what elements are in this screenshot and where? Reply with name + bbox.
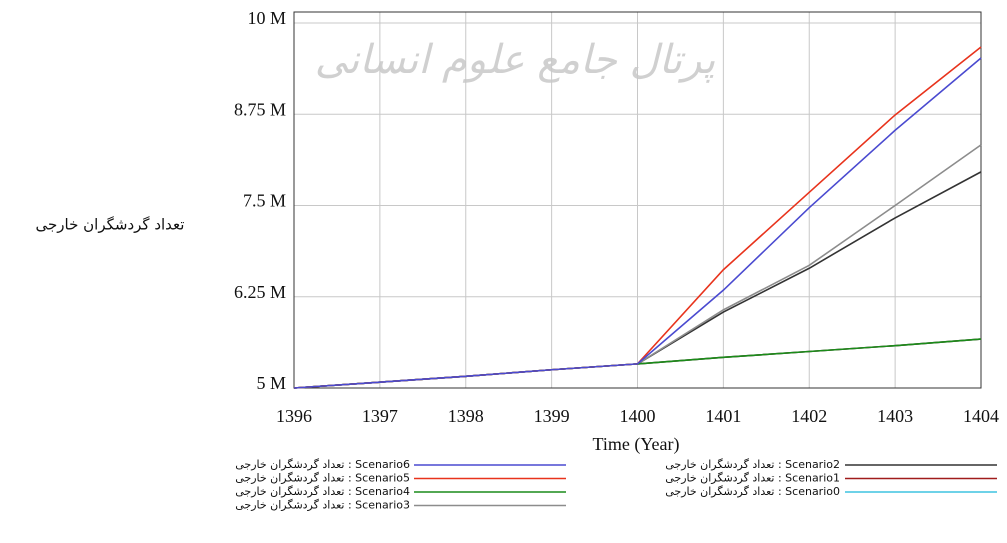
- x-tick-label: 1401: [705, 406, 741, 426]
- y-tick-label: 6.25 M: [234, 282, 286, 302]
- plot-border: [293, 11, 982, 389]
- legend-label: تعداد گردشگران خارجی : Scenario2: [665, 458, 840, 471]
- y-tick-label: 8.75 M: [234, 99, 286, 119]
- legend-label: تعداد گردشگران خارجی : Scenario0: [665, 485, 840, 498]
- x-tick-label: 1396: [276, 406, 312, 426]
- x-tick-label: 1403: [877, 406, 913, 426]
- x-tick-label: 1400: [620, 406, 656, 426]
- y-tick-label: 10 M: [247, 8, 286, 28]
- x-tick-label: 1404: [963, 406, 999, 426]
- legend-label: تعداد گردشگران خارجی : Scenario4: [235, 485, 410, 498]
- watermark: پرتال جامع علوم انسانی: [315, 37, 716, 83]
- legend-label: تعداد گردشگران خارجی : Scenario6: [235, 458, 410, 471]
- y-tick-label: 5 M: [256, 373, 286, 393]
- legend-label: تعداد گردشگران خارجی : Scenario1: [665, 472, 840, 485]
- x-tick-label: 1398: [448, 406, 484, 426]
- legend-label: تعداد گردشگران خارجی : Scenario5: [235, 472, 410, 485]
- x-tick-label: 1397: [362, 406, 398, 426]
- y-tick-label: 7.5 M: [243, 191, 286, 211]
- y-axis-label: تعداد گردشگران خارجی: [36, 216, 185, 234]
- x-axis-label: Time (Year): [592, 434, 679, 455]
- x-tick-label: 1399: [534, 406, 570, 426]
- legend-label: تعداد گردشگران خارجی : Scenario3: [235, 499, 410, 512]
- x-tick-label: 1402: [791, 406, 827, 426]
- series-line: [293, 57, 982, 389]
